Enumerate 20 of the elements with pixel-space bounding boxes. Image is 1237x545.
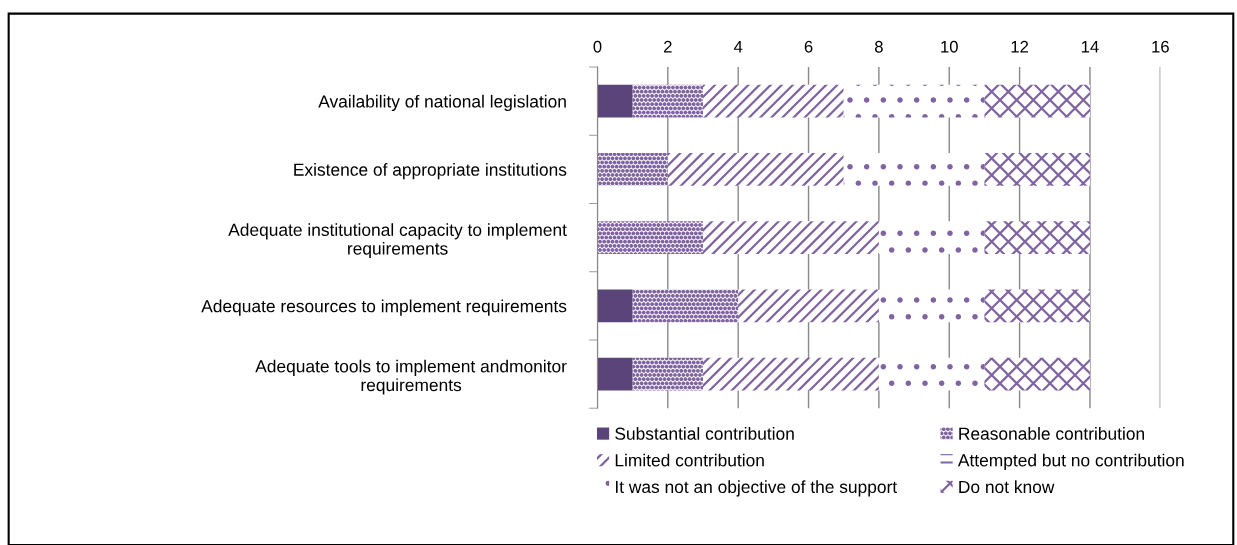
- y-tick-label: Availability of national legislation: [318, 94, 566, 112]
- x-tick-label: 6: [804, 40, 813, 53]
- legend-label: Do not know: [959, 480, 1055, 494]
- legend-label: Limited contribution: [615, 453, 764, 467]
- x-tick-label: 12: [1011, 40, 1029, 53]
- x-tick-label: 14: [1081, 41, 1099, 53]
- legend-label: Reasonable contribution: [959, 427, 1145, 440]
- y-tick-label: Adequate tools to implement andmonitor requirements: [255, 359, 567, 395]
- legend-label: Attempted but no contribution: [957, 453, 1184, 470]
- x-tick-label: 16: [1152, 40, 1169, 53]
- y-tick-label: Adequate resources to implement requirements: [201, 299, 567, 316]
- legend-label: It was not an objective of the support: [615, 480, 898, 497]
- x-tick-label: 0: [593, 40, 602, 53]
- legend-label: Substantial contribution: [615, 427, 794, 440]
- x-tick-label: 8: [874, 40, 883, 53]
- y-tick-label: Adequate institutional capacity to implement requirements: [228, 223, 567, 259]
- y-tick-label: Existence of appropriate institutions: [294, 163, 567, 180]
- x-tick-label: 10: [941, 40, 958, 53]
- x-tick-label: 2: [664, 40, 672, 53]
- x-tick-label: 4: [733, 41, 743, 53]
